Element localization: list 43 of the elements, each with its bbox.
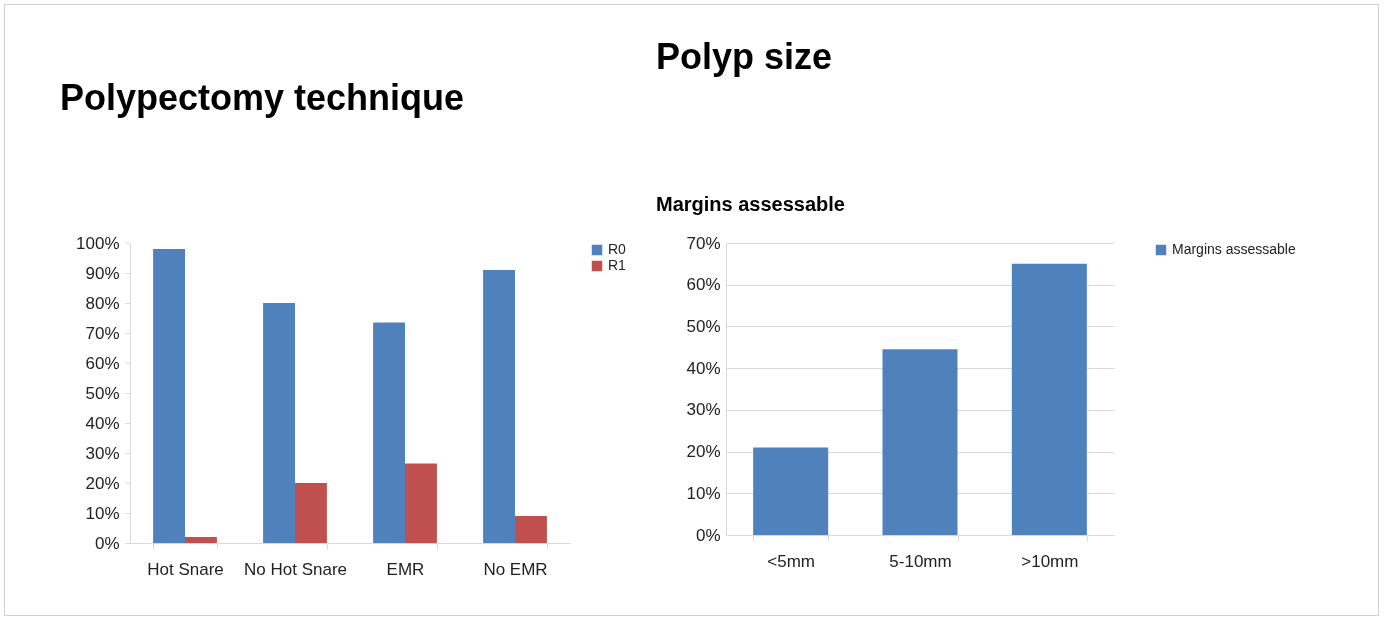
y-tick-label: 0% [695, 525, 721, 545]
bar [882, 349, 958, 535]
y-tick-label: 60% [686, 275, 721, 295]
x-tick-label: >10mm [1021, 551, 1079, 571]
x-tick-label: No EMR [483, 559, 548, 579]
y-tick-label: 50% [85, 383, 120, 403]
y-tick-label: 20% [686, 442, 721, 462]
legend-label: R0 [608, 241, 627, 257]
bar [753, 447, 829, 535]
legend-label: Margins assessable [1172, 241, 1296, 257]
y-tick-label: 50% [686, 316, 721, 336]
y-tick-label: 70% [686, 233, 721, 253]
bar [515, 516, 547, 543]
bar [263, 303, 295, 543]
x-tick-label: 5-10mm [889, 551, 952, 571]
y-tick-label: 30% [85, 443, 120, 463]
y-tick-label: 80% [85, 293, 120, 313]
bar [483, 270, 515, 543]
y-tick-label: 10% [85, 503, 120, 523]
x-tick-label: Hot Snare [147, 559, 224, 579]
y-tick-label: 40% [686, 358, 721, 378]
bar [295, 483, 327, 543]
bar [153, 249, 185, 543]
y-tick-label: 40% [85, 413, 120, 433]
legend-label: R1 [608, 257, 627, 273]
x-tick-label: EMR [386, 559, 425, 579]
y-tick-label: 60% [85, 353, 120, 373]
y-tick-label: 10% [686, 483, 721, 503]
bar [405, 463, 437, 543]
bar [373, 322, 405, 543]
x-tick-label: <5mm [767, 551, 816, 571]
y-tick-label: 90% [85, 263, 120, 283]
chart-subtitle: Margins assessable [656, 193, 845, 215]
y-tick-label: 70% [85, 323, 120, 343]
y-tick-label: 20% [85, 473, 120, 493]
x-tick-label: No Hot Snare [244, 559, 347, 579]
y-tick-label: 30% [686, 400, 721, 420]
y-tick-label: 100% [76, 233, 120, 253]
bar [185, 537, 217, 543]
y-tick-label: 0% [94, 533, 120, 553]
bar [1011, 263, 1087, 535]
chart-title: Polyp size [656, 36, 833, 77]
chart-title: Polypectomy technique [60, 77, 465, 118]
